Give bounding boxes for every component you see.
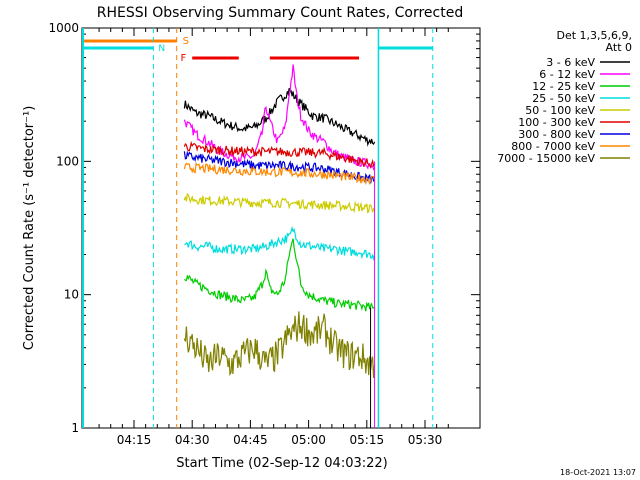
legend-label: 12 - 25 keV	[532, 80, 595, 93]
y-tick-label: 1000	[48, 21, 79, 35]
series-line-8	[183, 311, 376, 379]
flag-label-n: N	[158, 44, 165, 54]
flag-label-f: F	[180, 53, 186, 64]
x-tick-label: 05:15	[350, 433, 385, 447]
x-axis-label: Start Time (02-Sep-12 04:03:22)	[176, 456, 387, 471]
legend-label: 6 - 12 keV	[539, 68, 595, 81]
legend-label: 50 - 100 keV	[525, 104, 595, 117]
x-tick-label: 05:00	[291, 433, 326, 447]
axes: 1 10 100 1000 04:15 04:30 04:45 05:00 05:15 05:30	[48, 21, 481, 447]
y-tick-label: 10	[64, 288, 79, 302]
timestamp: 18-Oct-2021 13:07	[560, 468, 636, 477]
y-tick-label: 100	[56, 154, 79, 168]
flag-label-s: S	[183, 36, 189, 47]
series-line-7	[183, 162, 376, 186]
x-tick-label: 04:45	[233, 433, 268, 447]
series-lines	[183, 64, 376, 428]
flag-bars: S N F	[82, 28, 434, 428]
legend-label: 300 - 800 keV	[518, 128, 595, 141]
plot-frame	[81, 27, 481, 429]
x-tick-label: 04:15	[117, 433, 152, 447]
legend-label: 800 - 7000 keV	[511, 140, 595, 153]
series-line-4	[183, 192, 375, 214]
x-tick-label: 05:30	[408, 433, 443, 447]
legend-header-line2: Att 0	[606, 41, 632, 54]
legend-header-line1: Det 1,3,5,6,9,	[556, 29, 632, 42]
chart-title: RHESSI Observing Summary Count Rates, Co…	[97, 5, 463, 21]
legend-label: 25 - 50 keV	[532, 92, 595, 105]
legend-label: 7000 - 15000 keV	[497, 152, 595, 165]
y-axis-label: Corrected Count Rate (s⁻¹ detector⁻¹)	[22, 106, 37, 351]
series-line-2	[183, 238, 376, 312]
x-tick-label: 04:30	[175, 433, 210, 447]
legend-label: 100 - 300 keV	[518, 116, 595, 129]
y-tick-label: 1	[71, 421, 79, 435]
series-line-3	[184, 225, 376, 262]
legend-label: 3 - 6 keV	[546, 56, 595, 69]
series-line-0	[183, 88, 376, 147]
series-line-5	[183, 140, 376, 169]
